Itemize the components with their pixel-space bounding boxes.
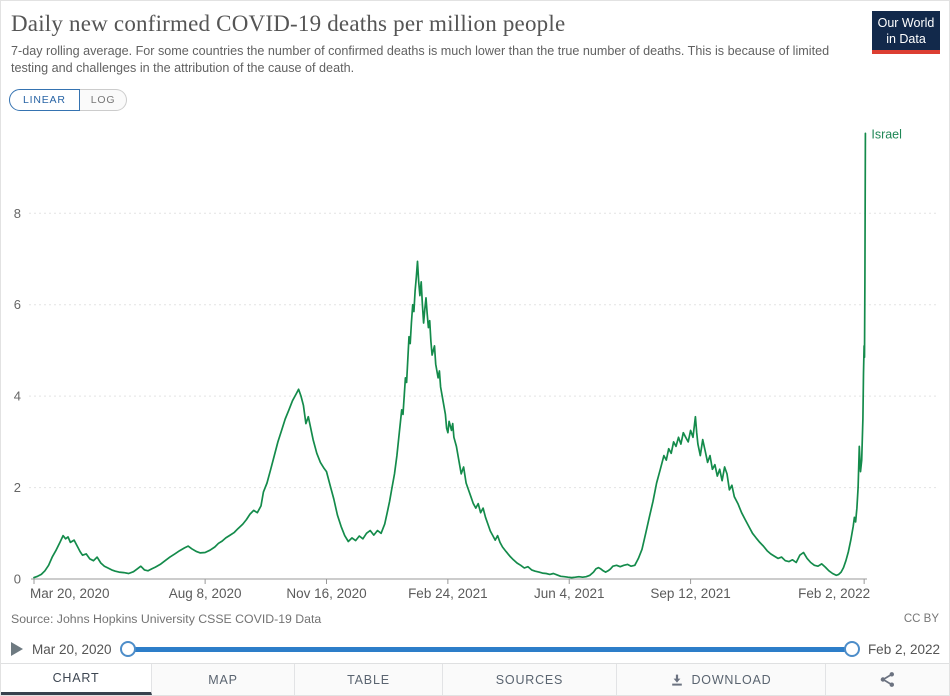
- scale-toggle: LINEAR LOG: [9, 89, 128, 111]
- x-tick-label: Mar 20, 2020: [30, 586, 110, 601]
- y-tick-label: 8: [14, 206, 21, 221]
- series-line-israel[interactable]: [33, 132, 867, 579]
- share-icon: [880, 672, 894, 687]
- download-icon: [672, 674, 683, 686]
- x-tick-label: Feb 24, 2021: [408, 586, 488, 601]
- chart-subtitle: 7-day rolling average. For some countrie…: [11, 44, 830, 75]
- timeline-slider[interactable]: [119, 640, 860, 658]
- x-tick-label: Aug 8, 2020: [169, 586, 242, 601]
- tab-download[interactable]: DOWNLOAD: [617, 664, 826, 695]
- tab-chart-label: CHART: [52, 671, 100, 685]
- page-title: Daily new confirmed COVID-19 deaths per …: [11, 11, 566, 36]
- tab-map-label: MAP: [208, 672, 238, 687]
- tab-table-label: TABLE: [347, 672, 390, 687]
- timeline-end-handle[interactable]: [843, 641, 860, 657]
- timeline-start-label: Mar 20, 2020: [32, 641, 112, 657]
- footer-tab-bar: CHART MAP TABLE SOURCES DOWNLOAD: [1, 663, 949, 695]
- timeline-slider-track[interactable]: [126, 646, 853, 652]
- timeline-control: Mar 20, 2020 Feb 2, 2022: [10, 638, 940, 660]
- tab-share[interactable]: [826, 664, 949, 695]
- x-tick-label: Feb 2, 2022: [798, 586, 870, 601]
- x-tick-label: Sep 12, 2021: [650, 586, 730, 601]
- tab-chart[interactable]: CHART: [1, 664, 152, 695]
- license-link[interactable]: CC BY: [903, 613, 939, 625]
- chart-footer: Source: Johns Hopkins University CSSE CO…: [11, 612, 939, 626]
- tab-download-label: DOWNLOAD: [691, 672, 772, 687]
- tab-table[interactable]: TABLE: [295, 664, 443, 695]
- owid-logo[interactable]: Our World in Data: [872, 11, 940, 54]
- owid-logo-line1: Our World: [877, 16, 935, 30]
- series-label: Israel: [871, 127, 902, 141]
- source-note: Source: Johns Hopkins University CSSE CO…: [11, 612, 322, 626]
- tab-sources-label: SOURCES: [495, 672, 564, 687]
- play-button-icon[interactable]: [10, 641, 24, 657]
- y-tick-label: 4: [14, 389, 21, 404]
- owid-logo-line2: in Data: [886, 32, 926, 46]
- tab-map[interactable]: MAP: [152, 664, 295, 695]
- tab-sources[interactable]: SOURCES: [443, 664, 617, 695]
- line-chart[interactable]: 0 2 4 6 8 Mar 20, 2020 Aug 8, 2020 Nov 16, 2020…: [1, 1, 950, 613]
- x-tick-label: Jun 4, 2021: [534, 586, 605, 601]
- log-button[interactable]: LOG: [79, 89, 128, 111]
- linear-button[interactable]: LINEAR: [9, 89, 80, 111]
- x-tick-label: Nov 16, 2020: [286, 586, 366, 601]
- timeline-end-label: Feb 2, 2022: [867, 641, 940, 657]
- y-tick-label: 0: [14, 572, 21, 587]
- y-tick-label: 2: [14, 480, 21, 495]
- y-tick-label: 6: [14, 297, 21, 312]
- timeline-start-handle[interactable]: [119, 641, 136, 657]
